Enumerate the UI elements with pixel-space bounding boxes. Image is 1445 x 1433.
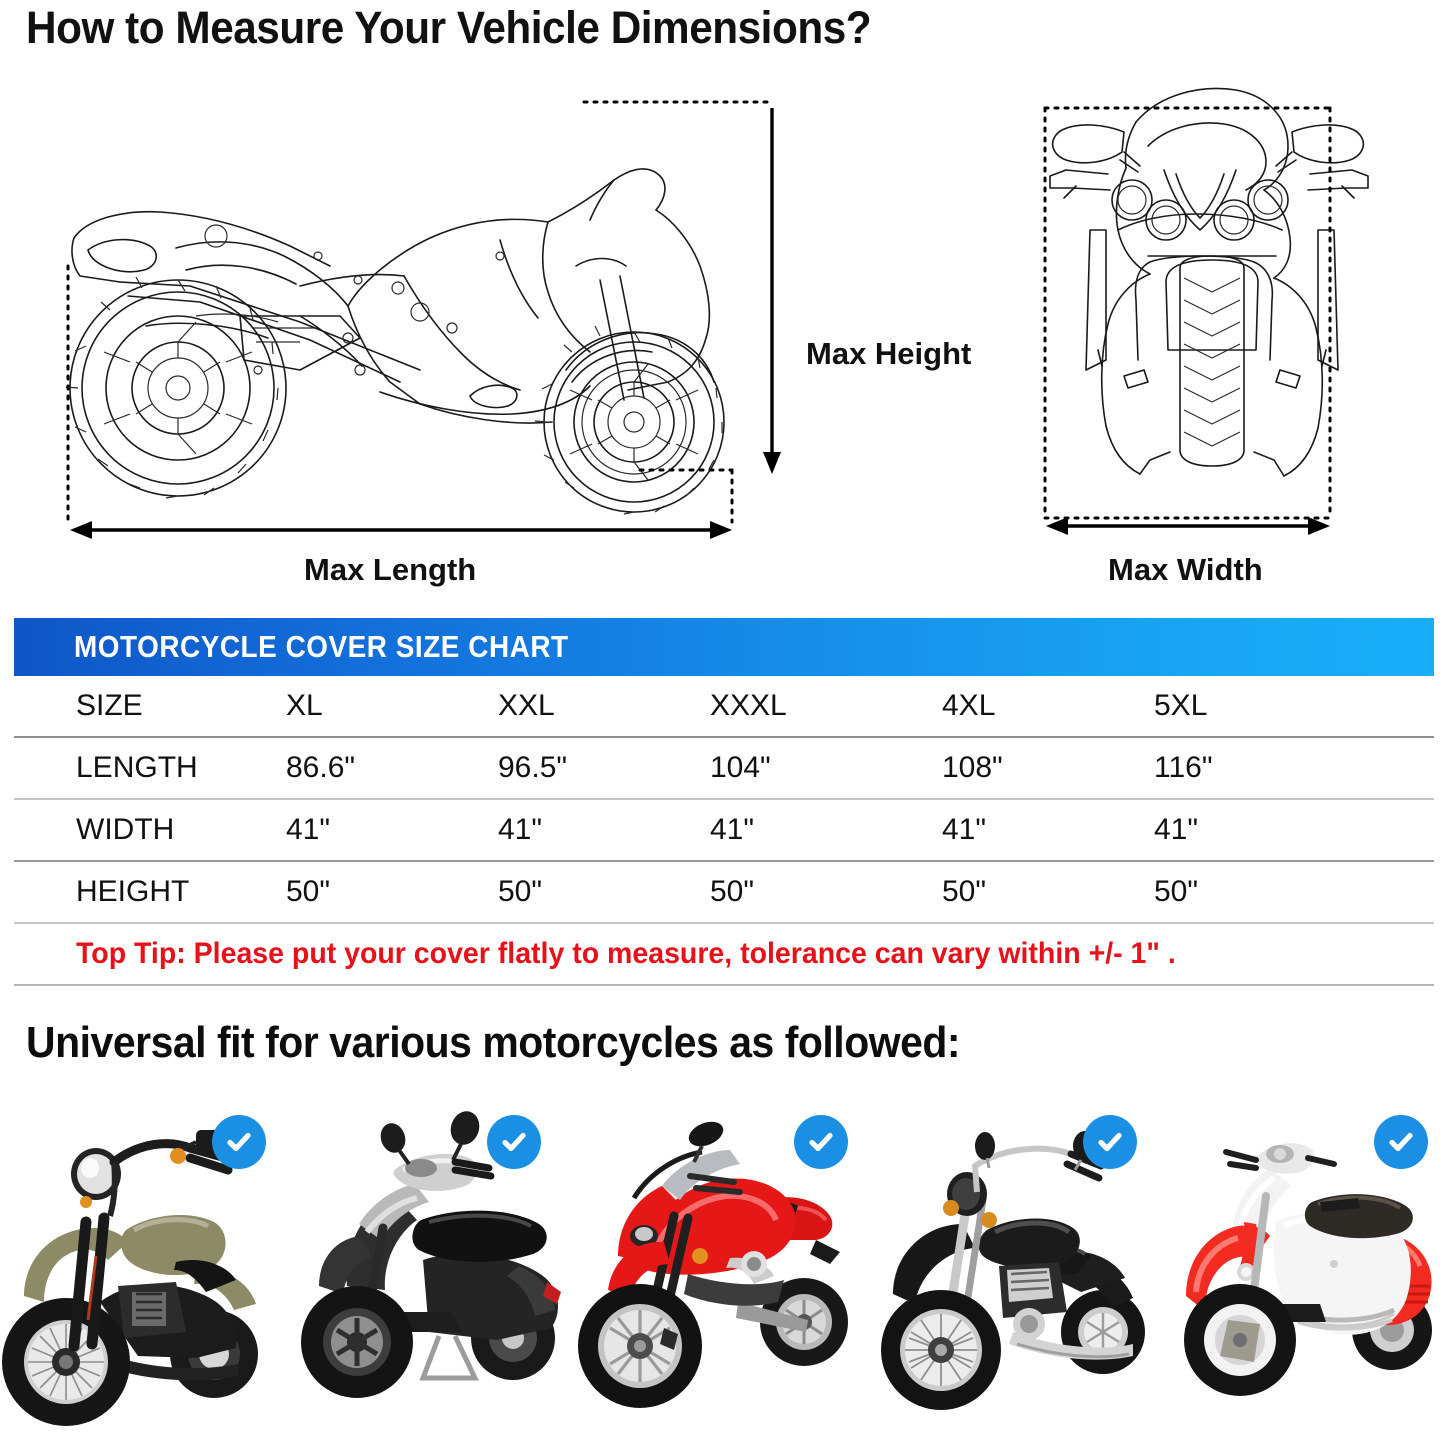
size-chart-table: SIZE XL XXL XXXL 4XL 5XL LENGTH 86.6" 96… xyxy=(14,676,1434,986)
check-badge xyxy=(212,1115,266,1169)
compatible-vehicles-row xyxy=(0,1106,1445,1433)
header-cell-xl: XL xyxy=(286,676,498,738)
check-icon xyxy=(1098,1132,1122,1152)
cell-height-4xl: 50" xyxy=(942,861,1154,924)
black-chrome-cruiser-motorcycle xyxy=(881,1131,1145,1410)
table-header-row: SIZE XL XXL XXXL 4XL 5XL xyxy=(14,676,1434,738)
motorcycle-front-view-outline xyxy=(1049,87,1369,477)
top-tip-cell: Top Tip: Please put your cover flatly to… xyxy=(14,922,1434,986)
max-length-label: Max Length xyxy=(304,552,477,587)
motorcycle-side-view-outline xyxy=(65,168,725,515)
red-sport-motorcycle xyxy=(578,1121,848,1408)
check-icon xyxy=(227,1132,251,1152)
cell-width-xl: 41" xyxy=(286,799,498,862)
side-view-dimension-lines xyxy=(66,100,781,539)
cell-height-5xl: 50" xyxy=(1154,861,1434,924)
vehicle-item xyxy=(289,1106,578,1433)
header-cell-size: SIZE xyxy=(14,676,286,738)
silver-black-scooter xyxy=(301,1111,561,1398)
cell-width-xxxl: 41" xyxy=(710,799,942,862)
cell-width-4xl: 41" xyxy=(942,799,1154,862)
cell-length-4xl: 108" xyxy=(942,737,1154,800)
table-tip-row: Top Tip: Please put your cover flatly to… xyxy=(14,922,1434,986)
header-cell-xxl: XXL xyxy=(498,676,710,738)
page-title: How to Measure Your Vehicle Dimensions? xyxy=(26,2,872,53)
cell-length-xxxl: 104" xyxy=(710,737,942,800)
cell-length-5xl: 116" xyxy=(1154,737,1434,800)
size-chart: MOTORCYCLE COVER SIZE CHART SIZE XL XXL … xyxy=(14,618,1434,986)
row-label-length: LENGTH xyxy=(14,737,286,800)
table-row: HEIGHT 50" 50" 50" 50" 50" xyxy=(14,861,1434,924)
cell-height-xxl: 50" xyxy=(498,861,710,924)
row-label-width: WIDTH xyxy=(14,799,286,862)
universal-fit-title: Universal fit for various motorcycles as… xyxy=(26,1018,961,1067)
cell-length-xxl: 96.5" xyxy=(498,737,710,800)
header-cell-xxxl: XXXL xyxy=(710,676,942,738)
measurement-diagram: .ln { fill:none; stroke:#1a1a1a; stroke-… xyxy=(0,70,1445,600)
olive-black-cruiser-motorcycle xyxy=(2,1130,258,1426)
check-badge xyxy=(1083,1115,1137,1169)
max-height-label: Max Height xyxy=(806,336,972,371)
diagram-svg: .ln { fill:none; stroke:#1a1a1a; stroke-… xyxy=(65,87,1369,539)
front-view-dimension-lines xyxy=(1043,106,1332,535)
check-icon xyxy=(502,1132,526,1152)
check-icon xyxy=(1389,1132,1413,1152)
size-chart-banner: MOTORCYCLE COVER SIZE CHART xyxy=(14,618,1434,676)
vehicle-item xyxy=(1156,1106,1445,1433)
white-red-vintage-vespa-scooter xyxy=(1184,1143,1432,1396)
vehicle-item xyxy=(867,1106,1156,1433)
check-badge xyxy=(1374,1115,1428,1169)
header-cell-5xl: 5XL xyxy=(1154,676,1434,738)
table-row: LENGTH 86.6" 96.5" 104" 108" 116" xyxy=(14,737,1434,800)
check-badge xyxy=(794,1115,848,1169)
vehicle-item xyxy=(0,1106,289,1433)
header-cell-4xl: 4XL xyxy=(942,676,1154,738)
cell-height-xxxl: 50" xyxy=(710,861,942,924)
check-badge xyxy=(487,1115,541,1169)
row-label-height: HEIGHT xyxy=(14,861,286,924)
cell-width-xxl: 41" xyxy=(498,799,710,862)
table-row: WIDTH 41" 41" 41" 41" 41" xyxy=(14,799,1434,862)
max-width-label: Max Width xyxy=(1108,552,1263,587)
cell-height-xl: 50" xyxy=(286,861,498,924)
size-chart-banner-title: MOTORCYCLE COVER SIZE CHART xyxy=(74,629,569,664)
vehicle-item xyxy=(578,1106,867,1433)
cell-width-5xl: 41" xyxy=(1154,799,1434,862)
cell-length-xl: 86.6" xyxy=(286,737,498,800)
top-tip-text: Top Tip: Please put your cover flatly to… xyxy=(76,937,1176,970)
check-icon xyxy=(809,1132,833,1152)
